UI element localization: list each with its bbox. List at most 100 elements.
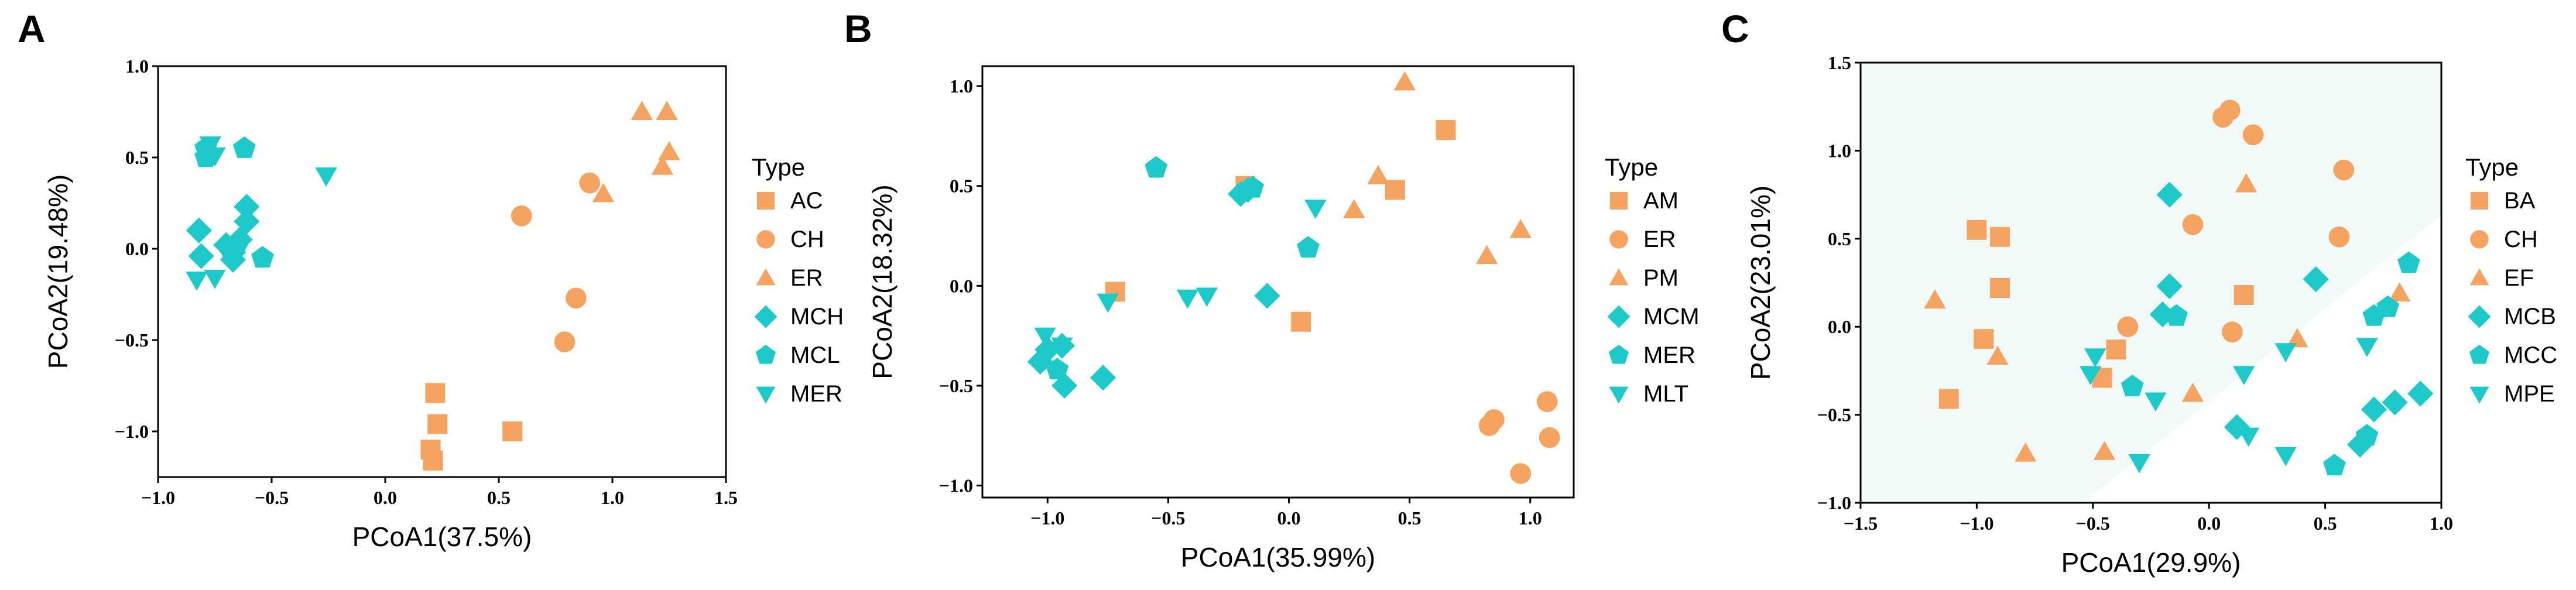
point-er bbox=[1536, 391, 1558, 413]
point-ac bbox=[425, 383, 446, 403]
legend-label-am: AM bbox=[1643, 188, 1678, 214]
y-tick-label: −1.0 bbox=[939, 475, 973, 496]
point-mer bbox=[1145, 156, 1168, 178]
legend: Type BA CH EF MCB MCC MPE bbox=[2465, 153, 2557, 407]
legend-label-ch: CH bbox=[2504, 227, 2538, 252]
y-tick-label: −1.0 bbox=[115, 421, 149, 442]
point-mpe bbox=[2128, 454, 2150, 474]
panel-label: B bbox=[844, 7, 872, 50]
point-pm bbox=[1475, 245, 1498, 265]
legend-marker-mer bbox=[756, 386, 776, 404]
series-mer bbox=[1046, 156, 1320, 380]
legend-title: Type bbox=[1605, 153, 1658, 181]
legend-marker-mcb bbox=[2468, 305, 2491, 328]
point-ch bbox=[2222, 321, 2243, 343]
point-mcc bbox=[2355, 424, 2379, 446]
point-ef bbox=[2181, 382, 2204, 402]
legend-label-mpe: MPE bbox=[2504, 381, 2555, 407]
point-er bbox=[651, 155, 674, 175]
y-tick-label: 0.0 bbox=[125, 238, 149, 259]
point-ch bbox=[554, 331, 576, 352]
point-ba bbox=[1967, 219, 1987, 240]
y-tick-label: 0.5 bbox=[950, 176, 973, 197]
series-ch bbox=[511, 172, 601, 352]
point-mch bbox=[186, 217, 212, 243]
point-mcb bbox=[2407, 380, 2434, 407]
point-ba bbox=[2106, 339, 2126, 360]
point-mer bbox=[315, 167, 337, 187]
legend-marker-pm bbox=[1609, 268, 1629, 286]
legend-marker-ba bbox=[2471, 192, 2488, 210]
point-ef bbox=[2015, 442, 2037, 462]
x-tick-label: −1.5 bbox=[1844, 513, 1878, 534]
point-mcb bbox=[2382, 389, 2408, 416]
point-ch bbox=[579, 172, 601, 194]
legend-label-mcl: MCL bbox=[790, 342, 840, 368]
legend-label-pm: PM bbox=[1643, 265, 1678, 291]
point-ef bbox=[2235, 173, 2258, 193]
series-ba bbox=[1938, 219, 2254, 409]
point-ef bbox=[2093, 441, 2116, 460]
series-er bbox=[1478, 391, 1560, 484]
legend: Type AC CH ER MCH MCL MER bbox=[752, 153, 844, 407]
point-mcb bbox=[2303, 266, 2329, 293]
point-ba bbox=[1938, 389, 1959, 409]
legend-marker-mch bbox=[754, 305, 777, 328]
x-tick-label: 0.0 bbox=[374, 487, 397, 508]
legend-marker-mcl bbox=[755, 345, 776, 364]
point-mcc bbox=[2121, 375, 2144, 396]
point-mcc bbox=[2165, 304, 2188, 326]
legend-label-ac: AC bbox=[790, 188, 823, 214]
point-er bbox=[1539, 427, 1560, 448]
point-mlt bbox=[1097, 293, 1119, 313]
legend-marker-er bbox=[756, 268, 776, 286]
point-mer bbox=[227, 244, 249, 263]
legend-marker-er bbox=[1609, 230, 1628, 249]
point-mcm bbox=[1034, 337, 1061, 363]
x-tick-label: 1.0 bbox=[1519, 507, 1542, 529]
panel-a: A −1.0 −0.5 0.0 0.5 1.0 1.5 −1.0 −0.5 0.0 0.5 1.0 PC… bbox=[18, 7, 844, 552]
point-mlt bbox=[1195, 287, 1218, 307]
point-am bbox=[1291, 311, 1311, 332]
point-mer bbox=[204, 147, 226, 167]
plot-frame bbox=[157, 65, 727, 478]
point-mer bbox=[1046, 358, 1069, 380]
point-mcl bbox=[251, 246, 274, 268]
legend-label-mer: MER bbox=[1643, 342, 1695, 368]
point-ba bbox=[1990, 227, 2010, 247]
legend-marker-ac bbox=[757, 192, 775, 210]
point-er bbox=[658, 140, 680, 160]
series-er bbox=[592, 101, 680, 203]
y-tick-label: 1.5 bbox=[1828, 52, 1851, 73]
point-mpe bbox=[2274, 447, 2297, 466]
point-mlt bbox=[1051, 337, 1073, 357]
x-tick-label: −0.5 bbox=[255, 487, 289, 508]
point-pm bbox=[1509, 219, 1532, 238]
legend-marker-mcm bbox=[1607, 305, 1630, 328]
legend: Type AM ER PM MCM MER MLT bbox=[1605, 153, 1700, 407]
x-axis-title: PCoA1(29.9%) bbox=[2061, 547, 2241, 578]
point-mcb bbox=[2156, 273, 2183, 300]
point-ba bbox=[2234, 285, 2254, 306]
series-am bbox=[1105, 120, 1456, 332]
series-ef bbox=[1924, 173, 2411, 462]
legend-label-ch: CH bbox=[790, 227, 824, 252]
legend-label-mer: MER bbox=[790, 381, 842, 407]
panel-b: B −1.0 −0.5 0.0 0.5 1.0 −1.0 −0.5 0.0 0.5 1.0 PCoA1… bbox=[844, 7, 1700, 572]
x-axis-title: PCoA1(35.99%) bbox=[1181, 542, 1375, 572]
point-mer bbox=[1241, 176, 1265, 198]
point-ac bbox=[423, 450, 443, 471]
x-tick-label: −1.0 bbox=[141, 487, 175, 508]
y-tick-label: 1.0 bbox=[950, 76, 973, 97]
legend-marker-am bbox=[1610, 192, 1628, 210]
legend-marker-mcc bbox=[2469, 345, 2490, 364]
point-ch bbox=[511, 205, 532, 227]
y-axis-title: PCoA2(18.32%) bbox=[867, 184, 898, 379]
legend-label-er: ER bbox=[1643, 227, 1676, 252]
series-mer bbox=[186, 136, 337, 291]
point-ef bbox=[2388, 282, 2411, 302]
point-er bbox=[592, 183, 615, 203]
point-mer bbox=[199, 136, 221, 156]
legend-label-mcc: MCC bbox=[2504, 342, 2557, 368]
point-mpe bbox=[2145, 392, 2167, 412]
